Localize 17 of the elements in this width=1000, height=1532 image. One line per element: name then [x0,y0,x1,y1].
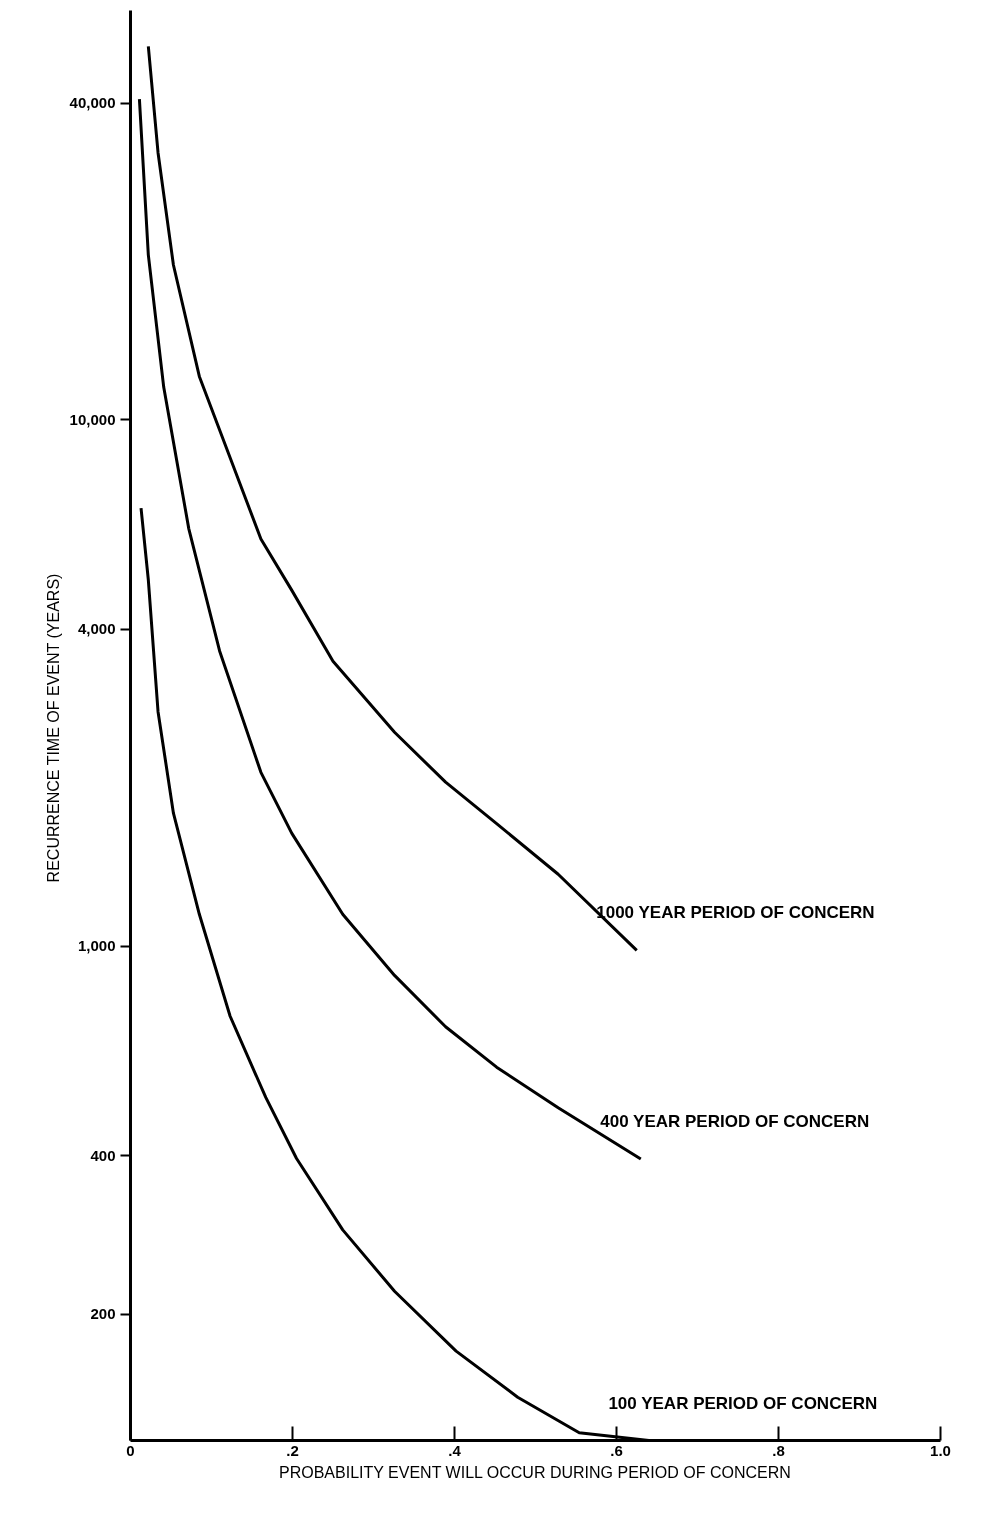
y-tick-label: 1,000 [77,937,116,955]
y-axis-title: RECURRENCE TIME OF EVENT (YEARS) [44,573,62,883]
y-tick-label: 400 [90,1146,116,1164]
y-tick-label: 10,000 [69,410,116,428]
x-tick-label: .8 [772,1441,785,1459]
series-label: 100 YEAR PERIOD OF CONCERN [608,1393,878,1413]
y-tick-label: 4,000 [77,620,116,638]
x-axis-title: PROBABILITY EVENT WILL OCCUR DURING PERIOD OF CONCERN [279,1463,791,1481]
x-tick-label: .2 [286,1441,299,1459]
x-tick-label: 1.0 [930,1441,951,1459]
x-tick-label: .4 [448,1441,462,1459]
y-tick-label: 40,000 [69,94,116,112]
series-label: 1000 YEAR PERIOD OF CONCERN [596,903,875,923]
x-tick-label: 0 [126,1441,135,1459]
y-tick-label: 200 [90,1305,116,1323]
series-label: 400 YEAR PERIOD OF CONCERN [600,1112,870,1132]
x-tick-label: .6 [610,1441,623,1459]
